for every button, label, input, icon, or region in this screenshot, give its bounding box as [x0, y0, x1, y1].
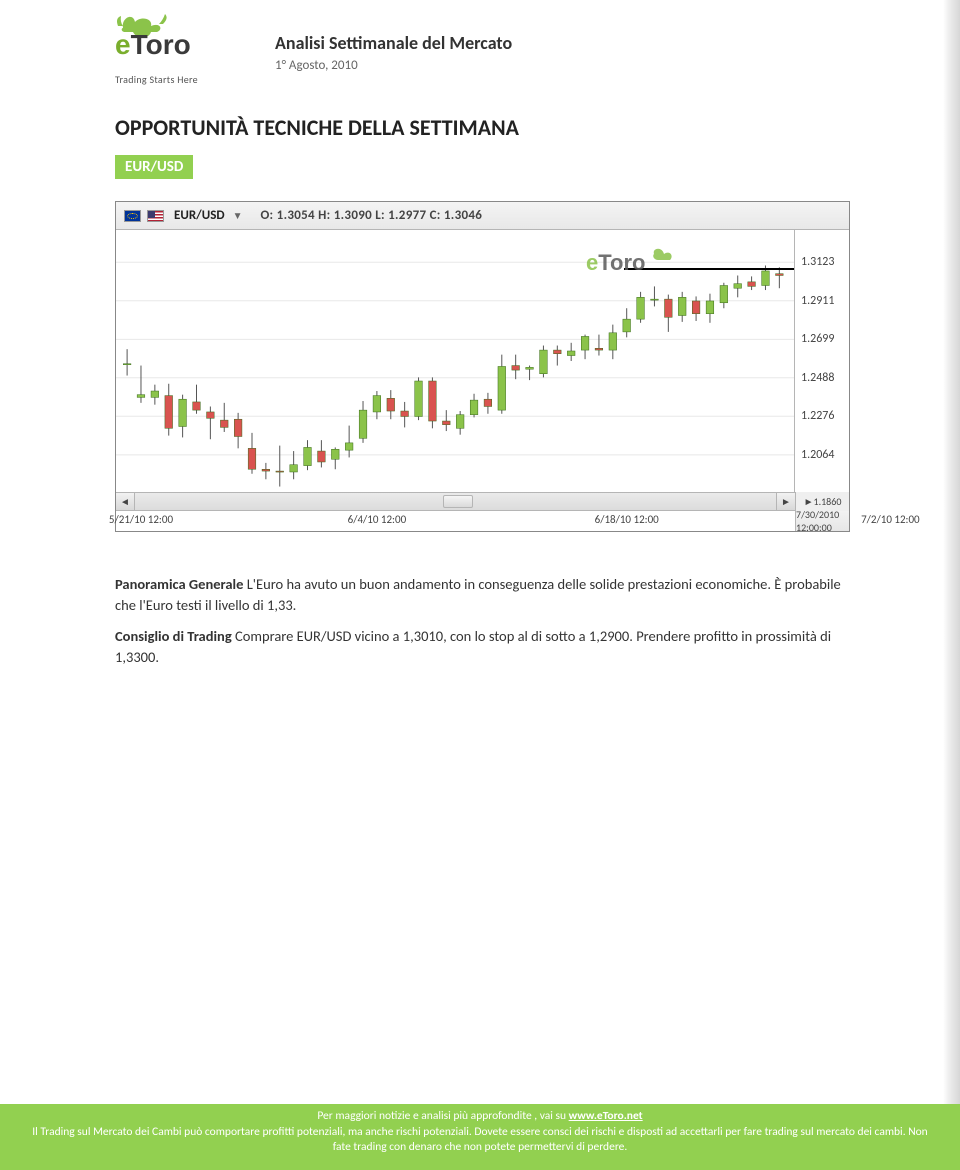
svg-text:eToro: eToro — [115, 29, 191, 60]
scroll-left-icon[interactable]: ◄ — [116, 493, 135, 510]
y-tick-label: 1.2064 — [801, 448, 834, 462]
chart-scrollbar-row: ◄ ► ► 1.1860 — [116, 492, 849, 511]
x-tick-label: 7/2/10 12:00 — [861, 513, 920, 526]
chart-y-axis: 1.3123 1.2911 1.2699 1.2488 1.2276 1.2064 — [795, 230, 849, 492]
scroll-right-icon[interactable]: ► — [776, 493, 795, 510]
chart-container: EUR/USD ▼ O: 1.3054 H: 1.3090 L: 1.2977 … — [115, 201, 850, 532]
footer-risk-disclaimer: Il Trading sul Mercato dei Cambi può com… — [32, 1125, 927, 1155]
chevron-down-icon[interactable]: ▼ — [233, 209, 243, 222]
eu-flag-icon — [124, 210, 141, 222]
bull-logo-svg: eToro — [115, 10, 245, 66]
overview-label: Panoramica Generale — [115, 575, 243, 593]
us-flag-icon — [147, 210, 164, 222]
x-tick-label: 5/21/10 12:00 — [109, 513, 173, 526]
y-tick-label: 1.2276 — [801, 409, 834, 423]
analysis-body: Panoramica Generale L'Euro ha avuto un b… — [115, 574, 850, 668]
general-overview-paragraph: Panoramica Generale L'Euro ha avuto un b… — [115, 574, 850, 616]
scroll-track[interactable] — [135, 493, 776, 510]
chart-pair-label[interactable]: EUR/USD — [174, 208, 225, 223]
y-tick-label: 1.3123 — [801, 255, 834, 269]
chart-x-axis: 5/21/10 12:006/4/10 12:006/18/10 12:007/… — [116, 511, 849, 531]
y-tick-label: 1.2488 — [801, 371, 834, 385]
ohlc-values: O: 1.3054 H: 1.3090 L: 1.2977 C: 1.3046 — [260, 208, 482, 223]
scroll-thumb[interactable] — [443, 495, 473, 508]
x-tick-label: 6/4/10 12:00 — [348, 513, 407, 526]
currency-pair-badge: EUR/USD — [115, 155, 193, 179]
x-axis-latest-time: 7/30/2010 12:00:00 — [795, 511, 849, 531]
doc-title: Analisi Settimanale del Mercato — [275, 32, 512, 54]
y-tick-label: 1.2699 — [801, 332, 834, 346]
document-page: eToro Trading Starts Here Analisi Settim… — [0, 0, 960, 1170]
header-titles: Analisi Settimanale del Mercato 1° Agost… — [275, 10, 512, 73]
logo-tagline: Trading Starts Here — [115, 73, 245, 86]
chart-body: eToro 1.3123 1.2911 1.2699 1.2488 1.2276 1.20… — [116, 230, 849, 492]
doc-date: 1° Agosto, 2010 — [275, 58, 512, 73]
etoro-logo: eToro Trading Starts Here — [115, 10, 245, 86]
x-axis-labels: 5/21/10 12:006/4/10 12:006/18/10 12:007/… — [116, 511, 795, 531]
chart-scrollbar[interactable]: ◄ ► — [116, 492, 795, 511]
resistance-line — [624, 268, 794, 270]
y-tick-label: 1.2911 — [801, 294, 834, 308]
page-footer-disclaimer: Per maggiori notizie e analisi più appro… — [0, 1104, 960, 1170]
page-header: eToro Trading Starts Here Analisi Settim… — [115, 10, 850, 86]
etoro-link[interactable]: www.eToro.net — [569, 1109, 643, 1123]
chart-plot-area[interactable]: eToro — [116, 230, 795, 492]
section-title: OPPORTUNITÀ TECNICHE DELLA SETTIMANA — [115, 114, 850, 141]
trading-advice-paragraph: Consiglio di Trading Comprare EUR/USD vi… — [115, 626, 850, 668]
advice-label: Consiglio di Trading — [115, 627, 232, 645]
x-tick-label: 6/18/10 12:00 — [595, 513, 659, 526]
footer-more-info: Per maggiori notizie e analisi più appro… — [317, 1109, 568, 1123]
chart-toolbar: EUR/USD ▼ O: 1.3054 H: 1.3090 L: 1.2977 … — [116, 202, 849, 230]
